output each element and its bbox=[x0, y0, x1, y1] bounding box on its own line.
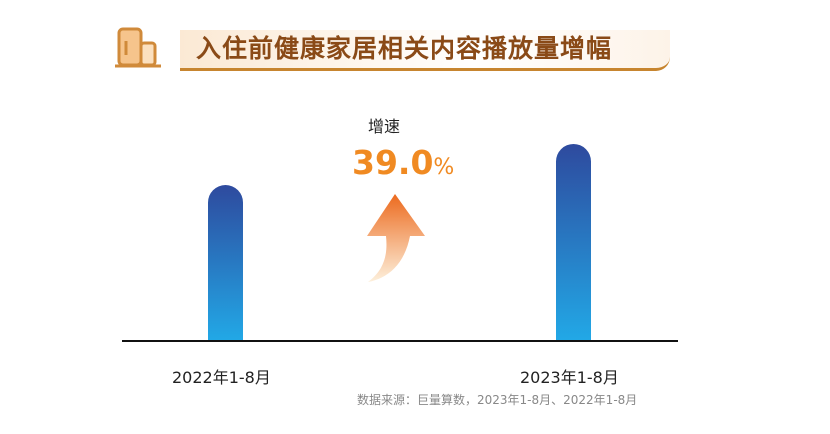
title-band bbox=[180, 30, 670, 71]
bar-2022年1-8月 bbox=[208, 185, 243, 340]
source-note: 数据来源：巨量算数，2023年1-8月、2022年1-8月 bbox=[357, 393, 638, 407]
bar-2023年1-8月 bbox=[556, 143, 591, 340]
growth-label: 增速 bbox=[368, 117, 401, 136]
chart-title: 入住前健康家居相关内容播放量增幅 bbox=[196, 34, 613, 63]
up-arrow-icon bbox=[367, 194, 425, 282]
building-icon bbox=[115, 27, 161, 68]
growth-value: 39.0% bbox=[352, 143, 455, 182]
x-tick-label: 2022年1-8月 bbox=[172, 368, 271, 387]
x-tick-label: 2023年1-8月 bbox=[520, 368, 619, 387]
